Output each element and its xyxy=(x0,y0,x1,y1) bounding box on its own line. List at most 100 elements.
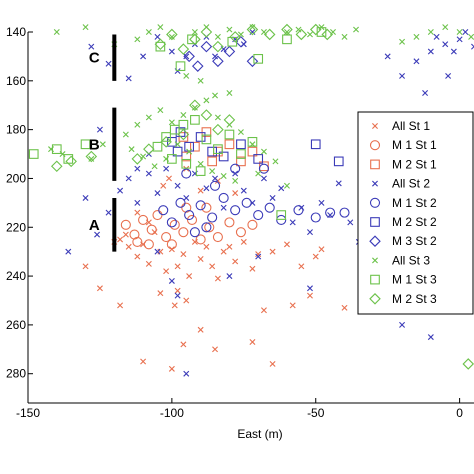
data-point xyxy=(96,126,103,133)
legend-marker xyxy=(372,180,378,187)
data-point xyxy=(82,24,89,31)
y-tick-label: 220 xyxy=(6,220,26,234)
data-point xyxy=(96,285,103,292)
data-point xyxy=(191,104,198,111)
data-point xyxy=(236,149,246,159)
data-point xyxy=(85,150,98,163)
data-point xyxy=(335,180,342,187)
data-point xyxy=(236,156,246,167)
data-point xyxy=(240,187,247,194)
data-point xyxy=(237,129,244,136)
data-point xyxy=(227,36,238,47)
data-point xyxy=(246,23,259,36)
data-point xyxy=(180,111,187,118)
legend-marker xyxy=(370,159,380,170)
data-point xyxy=(232,258,239,265)
data-point xyxy=(413,58,420,65)
data-point xyxy=(450,48,457,55)
data-point xyxy=(445,72,452,79)
data-point xyxy=(152,141,163,152)
data-point xyxy=(65,155,77,168)
data-point xyxy=(255,253,262,260)
data-point xyxy=(220,204,227,211)
data-point xyxy=(99,141,106,148)
data-point xyxy=(212,175,219,182)
y-tick-label: 280 xyxy=(6,367,26,381)
data-point xyxy=(105,209,112,216)
data-point xyxy=(200,26,213,38)
data-point xyxy=(264,202,275,213)
data-point xyxy=(295,28,308,41)
data-point xyxy=(399,72,406,79)
legend-marker xyxy=(370,217,380,227)
data-point xyxy=(278,185,285,192)
data-point xyxy=(120,219,131,230)
legend-label: M 1 St 3 xyxy=(392,273,437,287)
data-point xyxy=(253,154,264,164)
data-point xyxy=(195,166,206,176)
data-point xyxy=(197,160,204,167)
data-point xyxy=(195,132,206,142)
data-point xyxy=(177,128,190,141)
data-point xyxy=(183,50,195,63)
data-point xyxy=(157,290,164,297)
data-point xyxy=(249,24,256,31)
data-point xyxy=(281,23,293,36)
data-point xyxy=(212,40,224,53)
data-point xyxy=(203,243,210,250)
annotation-label-b: B xyxy=(89,136,100,153)
data-point xyxy=(209,180,221,191)
data-point xyxy=(122,131,129,138)
data-point xyxy=(263,28,276,41)
x-axis-title: East (m) xyxy=(237,427,282,441)
data-point xyxy=(247,219,258,230)
x-tick-label: -100 xyxy=(160,406,184,420)
data-point xyxy=(260,148,267,155)
data-point xyxy=(212,55,224,68)
data-point xyxy=(53,29,60,35)
legend-label: All St 2 xyxy=(392,177,430,191)
data-point xyxy=(175,61,186,72)
data-point xyxy=(28,149,39,159)
data-point xyxy=(249,338,256,345)
data-point xyxy=(197,326,204,333)
data-point xyxy=(246,55,259,68)
data-point xyxy=(212,92,219,99)
data-point xyxy=(125,243,132,250)
data-point xyxy=(155,41,166,52)
x-tick-label: 0 xyxy=(456,406,463,420)
data-point xyxy=(223,45,236,58)
data-point xyxy=(117,302,124,309)
legend-label: M 2 St 3 xyxy=(392,292,437,306)
data-point xyxy=(276,214,287,225)
series-m-2-st-1 xyxy=(178,127,269,172)
data-point xyxy=(203,97,210,104)
data-point xyxy=(295,26,302,33)
data-point xyxy=(207,212,218,223)
data-point xyxy=(283,241,290,248)
data-point xyxy=(154,38,167,50)
data-point xyxy=(50,160,63,173)
data-point xyxy=(197,256,204,262)
data-point xyxy=(341,304,348,311)
data-point xyxy=(189,99,201,112)
legend-marker xyxy=(369,140,381,151)
data-point xyxy=(161,132,171,142)
legend-item-m-2-st-1: M 2 St 1 xyxy=(370,157,437,171)
data-point xyxy=(341,33,348,40)
data-point xyxy=(138,214,149,225)
data-point xyxy=(220,248,227,255)
data-point xyxy=(140,358,147,365)
data-point xyxy=(207,156,218,167)
data-point xyxy=(190,141,200,152)
data-point xyxy=(168,48,175,55)
data-point xyxy=(174,263,181,270)
series-m-3-st-2 xyxy=(183,35,259,72)
data-point xyxy=(197,187,204,194)
legend-item-m-1-st-1: M 1 St 1 xyxy=(369,138,437,152)
data-point xyxy=(166,239,177,250)
series-all-st-1 xyxy=(82,165,348,372)
y-tick-label: 140 xyxy=(6,25,26,39)
data-point xyxy=(212,231,223,243)
legend-box xyxy=(357,111,474,315)
